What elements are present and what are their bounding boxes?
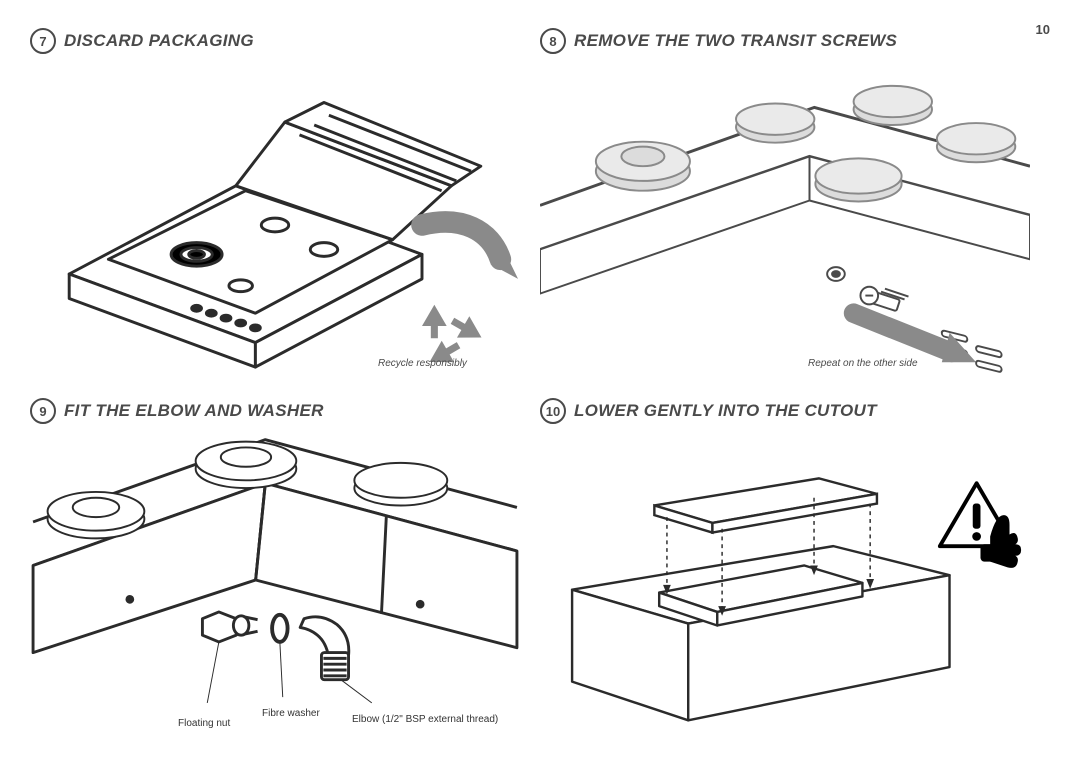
step-header: 7 DISCARD PACKAGING xyxy=(30,28,520,54)
step-9: 9 FIT THE ELBOW AND WASHER xyxy=(30,398,540,738)
step-9-illustration: Floating nut Fibre washer Elbow (1/2" BS… xyxy=(30,430,520,730)
step-header: 9 FIT THE ELBOW AND WASHER xyxy=(30,398,520,424)
label-elbow: Elbow (1/2" BSP external thread) xyxy=(352,714,498,725)
elbow-washer-svg xyxy=(30,430,520,730)
step-number-badge: 8 xyxy=(540,28,566,54)
step-8: 8 REMOVE THE TWO TRANSIT SCREWS xyxy=(540,28,1050,398)
step-title: REMOVE THE TWO TRANSIT SCREWS xyxy=(574,31,897,51)
step-header: 10 LOWER GENTLY INTO THE CUTOUT xyxy=(540,398,1030,424)
step-title: LOWER GENTLY INTO THE CUTOUT xyxy=(574,401,877,421)
step-title: FIT THE ELBOW AND WASHER xyxy=(64,401,324,421)
recycle-caption: Recycle responsibly xyxy=(378,358,467,369)
step-10: 10 LOWER GENTLY INTO THE CUTOUT xyxy=(540,398,1050,738)
label-floating-nut: Floating nut xyxy=(178,718,230,729)
step-8-illustration: Repeat on the other side xyxy=(540,60,1030,390)
step-number-badge: 10 xyxy=(540,398,566,424)
step-header: 8 REMOVE THE TWO TRANSIT SCREWS xyxy=(540,28,1030,54)
manual-page: 10 7 DISCARD PACKAGING xyxy=(0,0,1080,763)
steps-grid: 7 DISCARD PACKAGING xyxy=(30,28,1050,738)
repeat-caption: Repeat on the other side xyxy=(808,358,918,369)
label-fibre-washer: Fibre washer xyxy=(262,708,320,719)
step-title: DISCARD PACKAGING xyxy=(64,31,254,51)
discard-packaging-svg xyxy=(30,60,520,390)
transit-screws-svg xyxy=(540,60,1030,390)
step-7: 7 DISCARD PACKAGING xyxy=(30,28,540,398)
lower-into-cutout-svg xyxy=(540,430,1030,730)
step-number-badge: 7 xyxy=(30,28,56,54)
step-7-illustration: Recycle responsibly xyxy=(30,60,520,390)
step-number-badge: 9 xyxy=(30,398,56,424)
step-10-illustration xyxy=(540,430,1030,730)
